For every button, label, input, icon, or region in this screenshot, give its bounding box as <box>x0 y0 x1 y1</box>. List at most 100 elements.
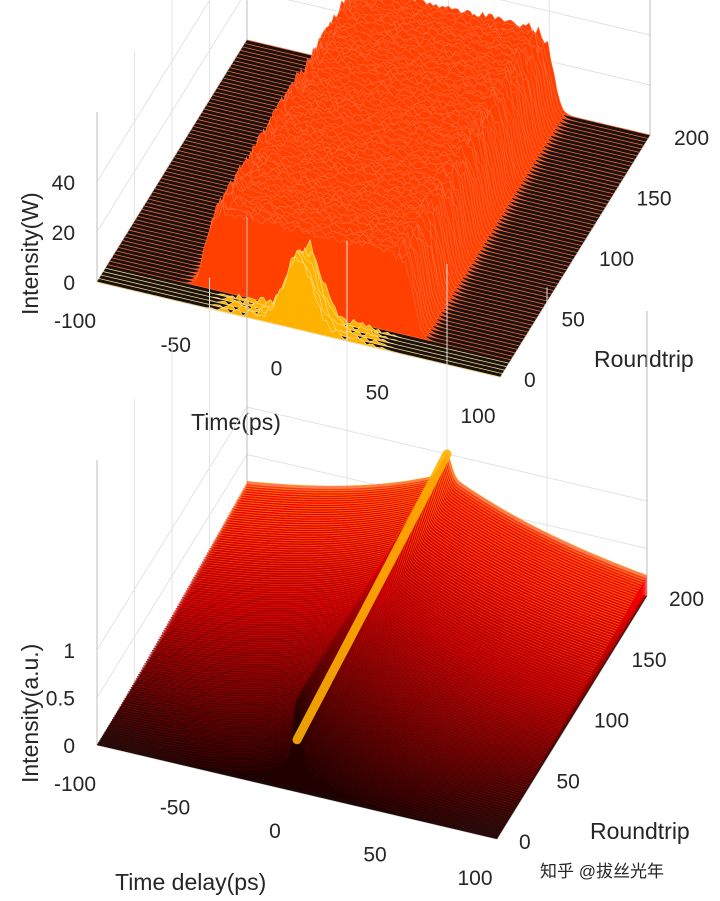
trace-roundtrip <box>184 554 585 688</box>
trace-roundtrip <box>198 531 599 663</box>
trace-roundtrip <box>194 537 595 670</box>
trace-fill <box>97 697 497 839</box>
trace-roundtrip <box>144 618 545 758</box>
trace-roundtrip <box>124 650 525 793</box>
trace-roundtrip <box>121 654 523 797</box>
trace-roundtrip <box>123 654 524 795</box>
trace-roundtrip <box>119 660 520 802</box>
trace-roundtrip <box>111 672 513 814</box>
trace-roundtrip <box>189 546 590 679</box>
z-tick-label: 0 <box>63 735 75 758</box>
trace-roundtrip <box>195 535 596 668</box>
trace-roundtrip <box>155 600 556 739</box>
y-tick-label: 150 <box>637 188 672 211</box>
trace-roundtrip <box>101 688 503 831</box>
x-tick-label: 100 <box>457 867 492 890</box>
trace-roundtrip <box>200 527 601 659</box>
chart1-y-axis-label: Roundtrip <box>594 346 694 372</box>
trace-roundtrip <box>153 604 554 743</box>
trace-roundtrip <box>105 682 506 825</box>
trace-roundtrip <box>181 558 583 692</box>
trace-roundtrip <box>193 540 594 672</box>
trace-roundtrip <box>191 542 593 674</box>
gridline <box>96 454 248 698</box>
trace-roundtrip <box>96 696 498 839</box>
trace-roundtrip <box>171 574 573 710</box>
trace-roundtrip <box>163 588 564 725</box>
trace-roundtrip <box>151 606 553 745</box>
trace-roundtrip <box>190 544 591 677</box>
y-tick-label: 50 <box>557 770 580 793</box>
trace-roundtrip <box>113 670 514 812</box>
trace-roundtrip <box>148 612 549 752</box>
chart2-x-axis-label: Time delay(ps) <box>115 869 266 895</box>
trace-roundtrip <box>156 598 558 736</box>
chart1-x-axis-label: Time(ps) <box>191 409 281 435</box>
trace-roundtrip <box>183 556 584 690</box>
trace-roundtrip <box>188 548 589 681</box>
z-tick-label: 1 <box>63 640 75 663</box>
trace-roundtrip <box>128 644 529 786</box>
chart1-z-axis-label: Intensity(W) <box>17 192 43 315</box>
trace-roundtrip <box>120 658 521 799</box>
trace-roundtrip <box>185 552 586 686</box>
chart2-traces <box>96 449 648 839</box>
trace-roundtrip <box>136 630 538 771</box>
trace-roundtrip <box>169 578 570 714</box>
trace-roundtrip <box>140 624 541 765</box>
trace-roundtrip <box>134 634 535 776</box>
trace-roundtrip <box>139 626 540 767</box>
y-tick-label: 0 <box>519 831 531 854</box>
trace-roundtrip <box>206 517 608 648</box>
chart2-tick-labels: -100 -50 0 50 100 0 50 100 150 200 0 0.5 1 <box>46 588 704 890</box>
trace-roundtrip <box>166 582 568 719</box>
chart1-tick-labels: -100 -50 0 50 100 0 50 100 150 200 0 20 40 <box>52 127 709 428</box>
trace-roundtrip <box>143 620 544 760</box>
trace-roundtrip <box>138 628 539 769</box>
trace-roundtrip <box>116 664 518 806</box>
trace-roundtrip <box>204 521 605 652</box>
trace-roundtrip <box>141 622 543 763</box>
trace-roundtrip <box>96 255 501 378</box>
trace-roundtrip <box>211 509 613 639</box>
trace-roundtrip <box>126 646 528 789</box>
x-tick-label: -50 <box>161 334 191 357</box>
z-tick-label: 20 <box>52 222 75 245</box>
trace-roundtrip <box>175 568 576 703</box>
trace-roundtrip <box>99 692 500 835</box>
trace-roundtrip <box>199 529 600 661</box>
x-tick-label: 100 <box>460 405 495 428</box>
trace-roundtrip <box>201 525 603 657</box>
trace-roundtrip <box>158 596 559 734</box>
x-tick-label: -100 <box>54 773 96 796</box>
chart2-z-axis-label: Intensity(a.u.) <box>17 644 43 783</box>
trace-roundtrip <box>106 680 508 823</box>
trace-roundtrip <box>133 636 534 778</box>
trace-roundtrip <box>210 511 611 641</box>
trace-roundtrip <box>104 684 505 827</box>
trace-roundtrip <box>135 632 536 774</box>
trace-roundtrip <box>146 614 548 754</box>
trace-roundtrip <box>164 586 565 723</box>
y-tick-label: 200 <box>669 588 704 611</box>
chart1-traces <box>96 0 651 378</box>
watermark: 知乎 @拔丝光年 <box>540 862 664 881</box>
y-tick-label: 200 <box>674 127 709 150</box>
trace-roundtrip <box>131 638 533 780</box>
trace-roundtrip <box>160 592 561 730</box>
trace-roundtrip <box>174 570 575 706</box>
x-tick-label: 50 <box>366 381 389 404</box>
gridline <box>96 0 211 183</box>
trace-roundtrip <box>98 694 499 837</box>
trace-roundtrip <box>149 610 550 750</box>
trace-roundtrip <box>170 576 571 712</box>
trace-roundtrip <box>115 666 516 808</box>
gridline <box>96 0 242 233</box>
trace-roundtrip <box>125 648 526 791</box>
trace-roundtrip <box>176 566 578 701</box>
trace-roundtrip <box>196 533 598 666</box>
trace-roundtrip <box>205 519 606 650</box>
y-tick-label: 150 <box>632 649 667 672</box>
